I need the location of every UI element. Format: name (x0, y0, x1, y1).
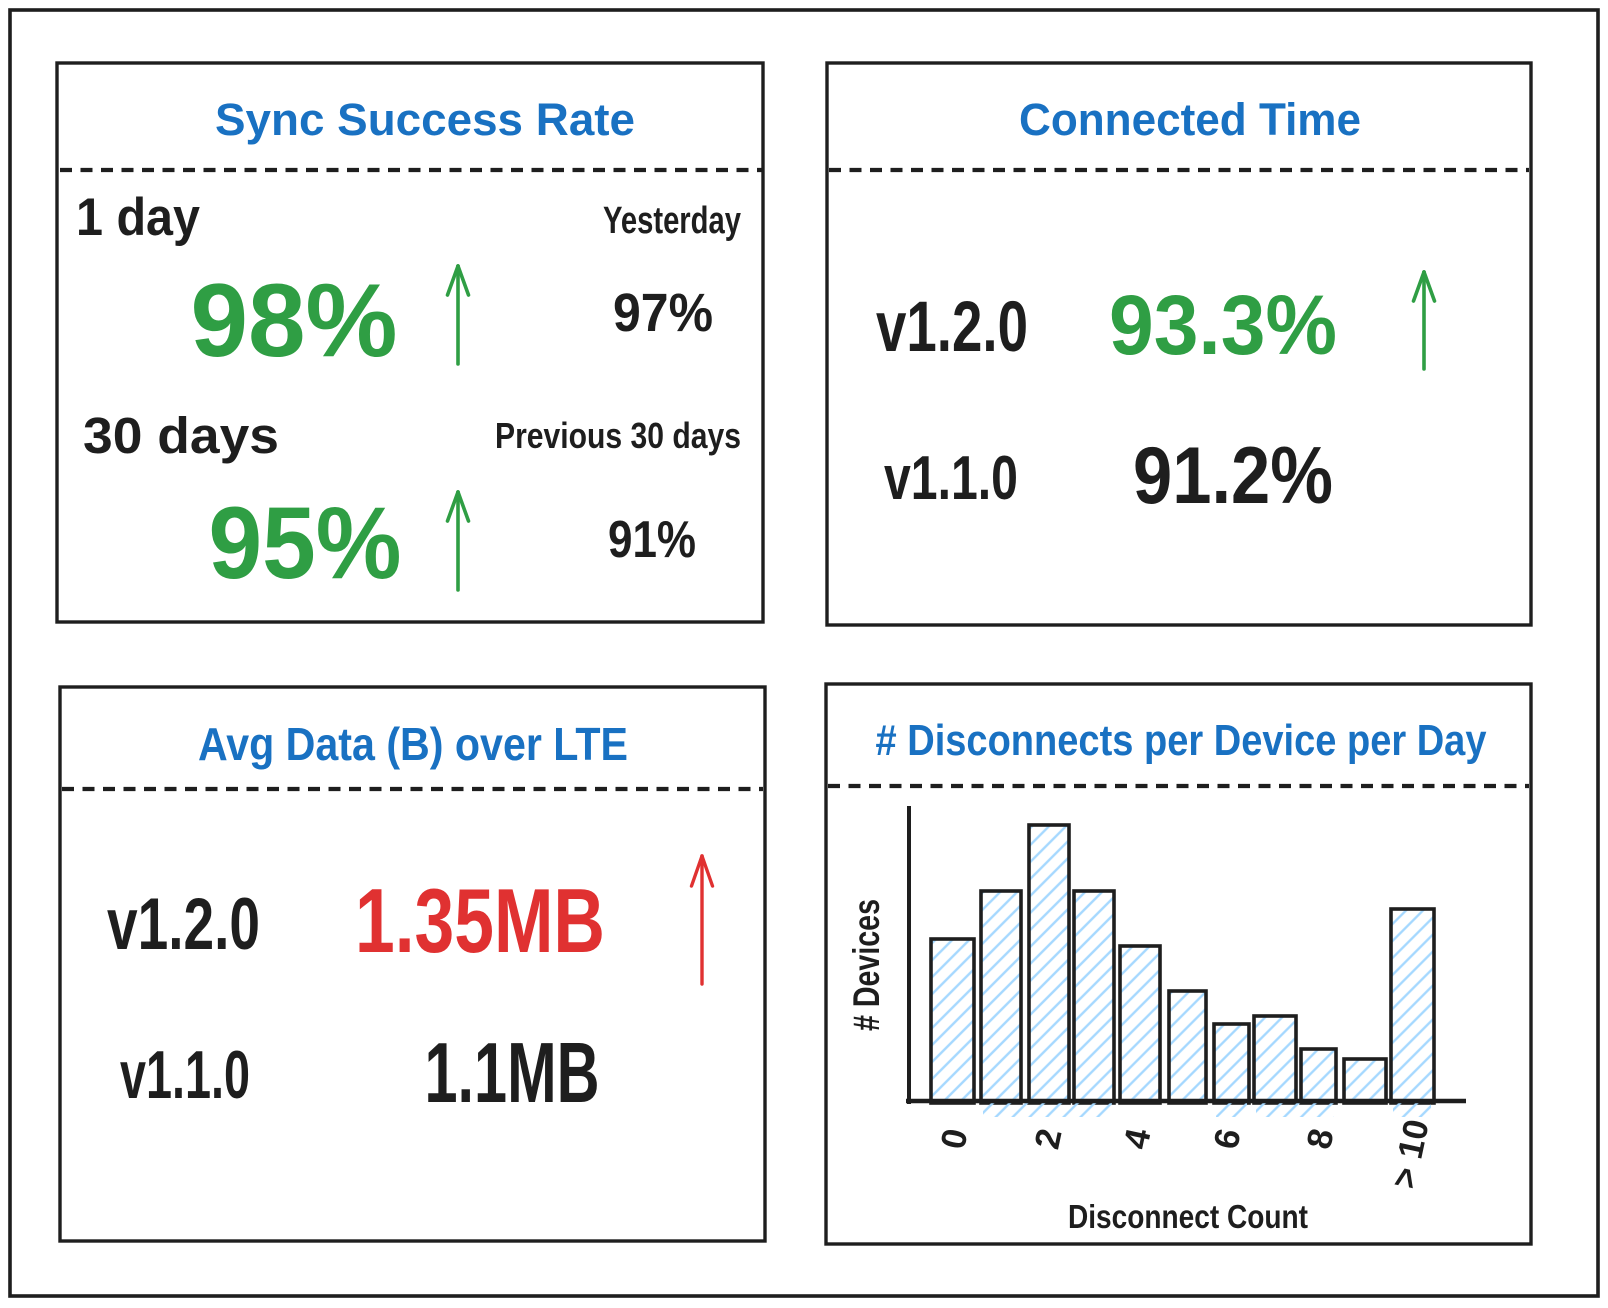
svg-text:# Devices: # Devices (846, 899, 887, 1031)
svg-text:Disconnect Count: Disconnect Count (1068, 1198, 1308, 1235)
svg-text:Connected Time: Connected Time (1019, 94, 1361, 145)
svg-text:91%: 91% (608, 511, 696, 569)
svg-text:Previous 30 days: Previous 30 days (495, 415, 741, 456)
svg-text:97%: 97% (613, 283, 713, 343)
svg-text:Sync Success Rate: Sync Success Rate (215, 94, 635, 145)
svg-text:1.1MB: 1.1MB (425, 1026, 600, 1121)
svg-text:1.35MB: 1.35MB (355, 871, 605, 972)
svg-text:Yesterday: Yesterday (603, 200, 741, 242)
svg-text:v1.2.0: v1.2.0 (876, 288, 1028, 367)
svg-text:1 day: 1 day (76, 188, 200, 247)
svg-text:30 days: 30 days (83, 407, 279, 464)
svg-text:v1.1.0: v1.1.0 (120, 1037, 250, 1113)
svg-text:v1.2.0: v1.2.0 (107, 884, 260, 965)
svg-text:v1.1.0: v1.1.0 (884, 444, 1018, 513)
svg-text:# Disconnects per Device per D: # Disconnects per Device per Day (876, 716, 1487, 765)
svg-text:93.3%: 93.3% (1109, 278, 1337, 372)
svg-text:91.2%: 91.2% (1133, 431, 1333, 521)
svg-text:95%: 95% (209, 486, 402, 600)
svg-text:Avg Data (B) over LTE: Avg Data (B) over LTE (198, 718, 628, 770)
svg-text:98%: 98% (191, 263, 398, 379)
